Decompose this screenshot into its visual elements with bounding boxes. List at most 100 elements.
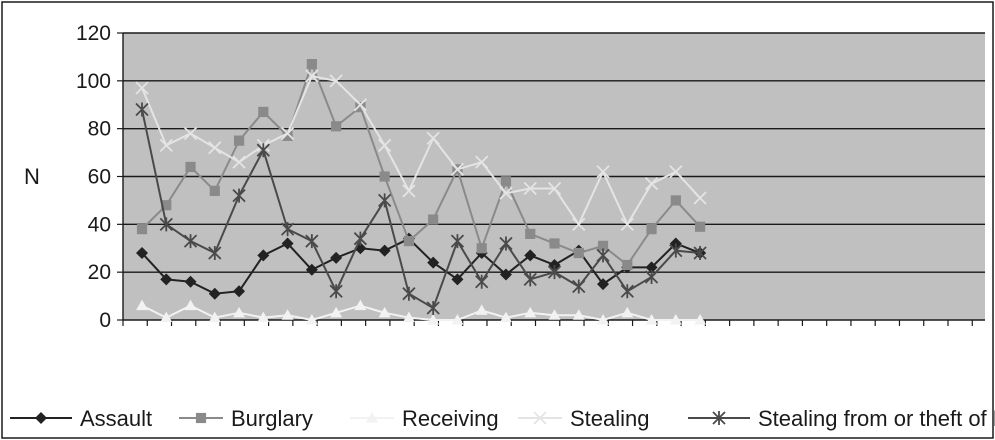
data-point [572,217,586,231]
data-point [281,237,294,250]
legend-item: Assault [10,406,152,431]
data-point [451,314,464,325]
data-point [353,98,368,112]
data-point [330,251,343,264]
data-point [549,238,560,249]
data-point [183,126,198,141]
data-point [402,286,416,301]
legend-marker [35,412,47,424]
data-point [426,131,440,145]
data-point [694,314,707,325]
data-point [645,314,658,325]
y-tick-label: 80 [88,118,111,141]
series-line [141,304,701,321]
data-point [256,143,270,158]
y-tick-label: 40 [88,213,111,236]
data-point [135,81,149,95]
data-point [280,126,295,141]
series-stealing [135,69,707,231]
series-receiving [136,299,707,325]
data-point [669,314,682,325]
data-point [428,214,439,225]
legend-label: Receiving [402,406,499,431]
data-point [184,299,197,311]
data-point [306,58,317,70]
legend-label: Stealing from or theft of MV [758,406,995,431]
data-point [136,299,148,311]
y-tick-label: 120 [76,22,111,45]
data-point [160,311,173,323]
data-point [331,121,342,132]
data-point [427,314,440,325]
series-burglary [136,58,706,271]
data-point [622,259,633,271]
data-point [183,234,198,249]
data-point [475,304,488,315]
data-point [547,181,562,196]
data-point [596,165,610,179]
data-point [184,275,197,288]
data-point [450,162,465,176]
y-axis-label: N [24,164,40,189]
data-point [208,311,221,323]
data-point [330,306,343,318]
legend-label: Burglary [231,406,313,431]
data-point [160,273,173,286]
data-point [233,285,246,298]
data-point [136,247,148,260]
data-point [597,314,610,325]
data-point [499,311,512,323]
data-point [451,273,464,286]
data-point [499,236,513,251]
data-point [135,102,149,117]
data-point [523,181,537,196]
data-point [499,186,513,200]
axes: 0 20 40 60 80 100 120 [76,22,985,332]
data-point [500,176,512,187]
data-point [305,314,318,325]
data-point [257,311,270,323]
data-point [450,234,465,249]
data-point [280,222,295,237]
data-point [378,306,391,318]
data-point [136,224,148,235]
data-point [353,231,368,246]
data-point [161,200,172,211]
data-point [305,234,319,249]
data-point [281,309,294,320]
legend-label: Stealing [570,406,650,431]
data-point [233,135,245,146]
series-line [141,75,701,226]
data-point [694,221,706,232]
data-point [232,155,246,169]
data-point [645,261,658,274]
data-point [670,195,681,206]
data-point [185,161,196,173]
data-point [620,284,634,299]
y-tick-label: 100 [76,70,111,93]
data-point [669,243,683,258]
data-point [548,309,561,320]
data-point [355,102,366,113]
legend-label: Assault [80,406,152,431]
data-point [427,256,440,269]
data-point [426,301,440,316]
data-point [257,249,270,262]
data-point [209,185,220,196]
data-point [597,240,609,251]
data-point [208,141,222,155]
data-point [378,193,392,208]
legend-item: Stealing from or theft of MV [688,406,995,431]
data-point [693,246,707,261]
data-point [597,278,610,291]
data-point [476,243,487,254]
data-point [547,265,562,280]
data-point [329,284,343,299]
series-stealing-from-or-theft-of-mv [135,102,707,316]
series-group [135,58,707,325]
data-point [573,247,584,259]
data-point [208,287,221,300]
data-point [159,217,173,232]
data-point [572,279,586,294]
